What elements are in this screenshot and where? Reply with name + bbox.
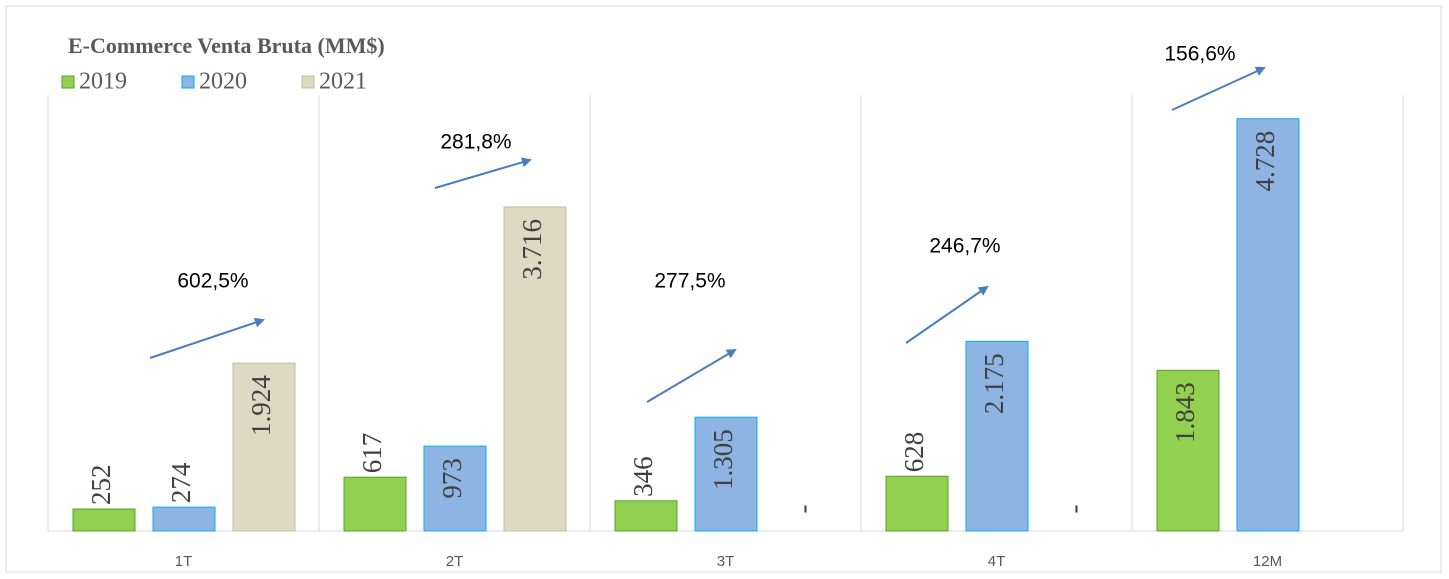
- annotation: 602,5%: [177, 270, 248, 293]
- annotation: 156,6%: [1164, 43, 1235, 66]
- legend-label: 2021: [319, 69, 367, 95]
- arrows: [149, 66, 1266, 403]
- bar: [965, 340, 1029, 532]
- bar: [1236, 118, 1300, 532]
- bar: [423, 445, 487, 532]
- value-label: 973: [437, 458, 467, 499]
- x-tick-label: 3T: [717, 553, 735, 570]
- chart-title: E-Commerce Venta Bruta (MM$): [68, 33, 385, 58]
- value-label: 1.924: [246, 375, 276, 436]
- arrow: [646, 348, 737, 403]
- x-tick-label: 1T: [175, 553, 193, 570]
- value-label: 3.716: [517, 219, 547, 280]
- arrow: [434, 157, 532, 189]
- bar: [1156, 369, 1220, 532]
- bar: [232, 362, 296, 532]
- x-tick-label: 2T: [446, 553, 464, 570]
- value-label: -: [1059, 505, 1089, 514]
- annotation: 246,7%: [929, 235, 1000, 258]
- bar: [343, 476, 407, 532]
- arrow: [1171, 66, 1266, 111]
- value-label: 252: [86, 465, 116, 506]
- x-tick-label: 12M: [1253, 553, 1282, 570]
- arrow: [905, 285, 989, 344]
- value-label: 1.843: [1170, 382, 1200, 443]
- legend-swatch: [61, 75, 75, 89]
- bar: [614, 500, 678, 532]
- bar: [72, 508, 136, 532]
- bar: [503, 206, 567, 532]
- value-label: 346: [628, 456, 658, 497]
- value-label: 617: [357, 433, 387, 474]
- annotation: 281,8%: [440, 131, 511, 154]
- value-label: 274: [166, 462, 196, 503]
- arrow: [149, 317, 265, 359]
- annotation: 277,5%: [654, 270, 725, 293]
- legend-label: 2020: [199, 69, 247, 95]
- value-label: 1.305: [708, 429, 738, 490]
- x-tick-label: 4T: [988, 553, 1006, 570]
- bar: [694, 416, 758, 532]
- legend-swatch: [301, 75, 315, 89]
- legend-label: 2019: [79, 69, 127, 95]
- bar: [152, 506, 216, 532]
- legend-swatch: [181, 75, 195, 89]
- value-label: -: [788, 505, 818, 514]
- value-label: 2.175: [979, 353, 1009, 414]
- value-label: 4.728: [1250, 131, 1280, 192]
- value-label: 628: [899, 432, 929, 473]
- bar: [885, 475, 949, 532]
